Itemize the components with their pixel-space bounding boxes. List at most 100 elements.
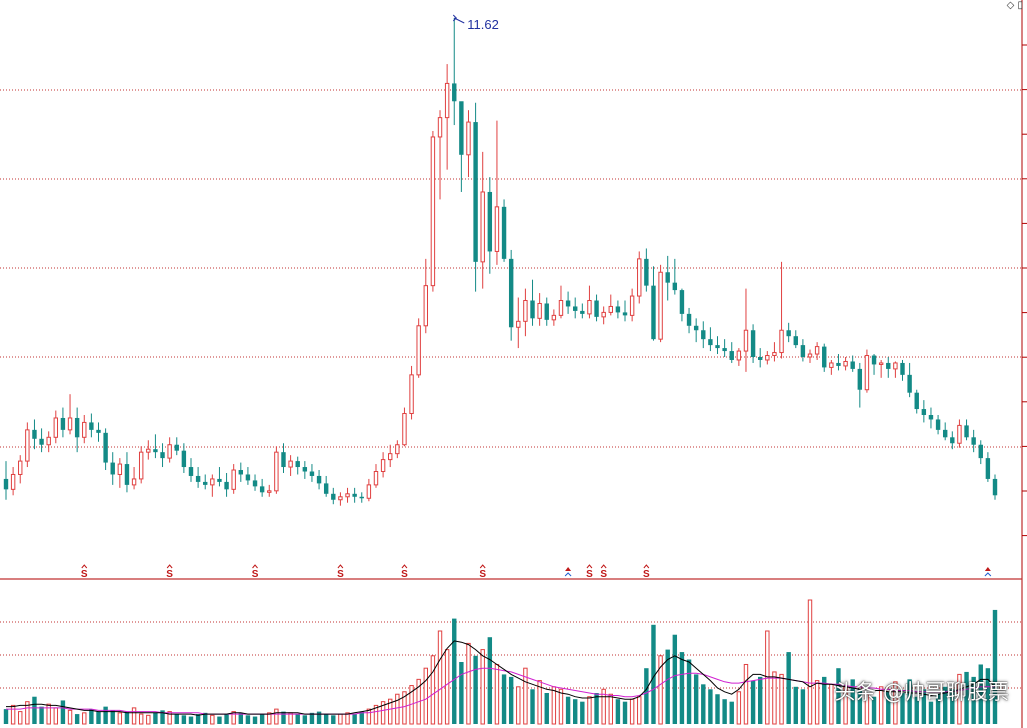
candle-body [921, 409, 927, 415]
volume-ma-short [6, 640, 996, 716]
volume-bar [814, 680, 820, 725]
volume-bar [188, 716, 194, 724]
candle-body [743, 329, 749, 352]
signal-caret [81, 564, 88, 569]
candle-body [537, 302, 542, 319]
candle-body [544, 303, 549, 320]
volume-bar [565, 696, 571, 724]
candle-body [466, 121, 471, 156]
candle-body [231, 469, 236, 490]
volume-bar [871, 696, 877, 724]
volume-bar [857, 689, 863, 724]
candle-body [523, 300, 528, 322]
volume-bar [615, 699, 621, 724]
candle-body [331, 493, 336, 500]
candle-body [893, 362, 898, 370]
candle-body [25, 429, 30, 462]
signal-label: S [643, 569, 650, 580]
candle-body [971, 437, 976, 445]
candle-body [629, 295, 635, 316]
candle-body [857, 368, 863, 390]
candle-body [836, 362, 841, 366]
candle-body [238, 470, 244, 475]
watermark-text: 头条 @帅哥聊股票 [834, 680, 1009, 704]
volume-bar [750, 680, 756, 724]
volume-bar [323, 714, 329, 724]
volume-bar [501, 674, 507, 724]
volume-bar [373, 704, 379, 725]
volume-bar [686, 659, 692, 724]
candle-body [89, 422, 94, 430]
candle-body [814, 346, 820, 355]
volume-bar [551, 686, 557, 725]
signal-arrow-up [984, 567, 991, 571]
candle-body [32, 429, 37, 439]
volume-bar [53, 707, 59, 725]
candle-body [160, 452, 165, 459]
volume-bar [267, 712, 272, 725]
volume-bar [146, 714, 151, 725]
candle-body [800, 345, 806, 358]
candle-body [267, 490, 272, 493]
candle-body [615, 306, 621, 313]
candle-body [551, 314, 557, 321]
volume-bar [402, 691, 407, 725]
candle-body [359, 496, 364, 499]
volume-bar [395, 693, 400, 725]
volume-bar [224, 714, 229, 724]
candle-body [765, 355, 770, 361]
volume-bar [836, 668, 841, 724]
volume-bar [693, 674, 699, 724]
volume-bar [494, 663, 500, 725]
candle-body [558, 300, 564, 316]
candle-body [210, 478, 215, 486]
candle-body [900, 362, 905, 375]
candle-body [957, 424, 962, 444]
volume-bar [822, 676, 827, 724]
candle-body [829, 362, 834, 368]
volume-bar [786, 652, 791, 724]
volume-bar [530, 689, 535, 724]
candle-body [423, 285, 428, 327]
signal-label: S [586, 569, 593, 580]
candle-body [928, 414, 934, 420]
candle-body [295, 461, 300, 468]
candle-body [131, 478, 137, 486]
candle-body [302, 467, 308, 472]
candle-body [309, 471, 315, 476]
candle-body [167, 444, 172, 459]
volume-bar [864, 693, 870, 725]
chart-corner-icons[interactable]: ◇ ▯ [1006, 0, 1023, 11]
volume-bar [238, 712, 244, 724]
candle-body [637, 258, 642, 297]
signal-caret [600, 564, 607, 569]
volume-bar [388, 698, 393, 725]
signal-caret [586, 564, 593, 569]
candle-body [352, 493, 357, 497]
candle-body [181, 450, 187, 468]
candle-body [786, 330, 791, 337]
volume-bar [893, 681, 898, 725]
volume-bar [587, 696, 592, 725]
volume-bar [444, 649, 450, 725]
candle-body [686, 313, 692, 326]
candle-body [39, 438, 44, 445]
volume-bar [942, 686, 948, 724]
volume-bar [807, 599, 813, 725]
volume-bar [138, 713, 144, 725]
candle-body [288, 460, 293, 468]
volume-bar [544, 693, 549, 724]
volume-bar [473, 655, 478, 724]
volume-bar [658, 655, 663, 725]
candle-body [978, 444, 983, 459]
volume-bar [573, 699, 578, 724]
volume-bar [736, 691, 742, 725]
volume-bar [302, 715, 308, 724]
volume-bar [167, 711, 172, 725]
candle-body [722, 348, 727, 352]
candle-body [530, 300, 535, 319]
candle-body [672, 282, 678, 291]
volume-bar [537, 680, 542, 725]
candle-body [565, 300, 571, 307]
